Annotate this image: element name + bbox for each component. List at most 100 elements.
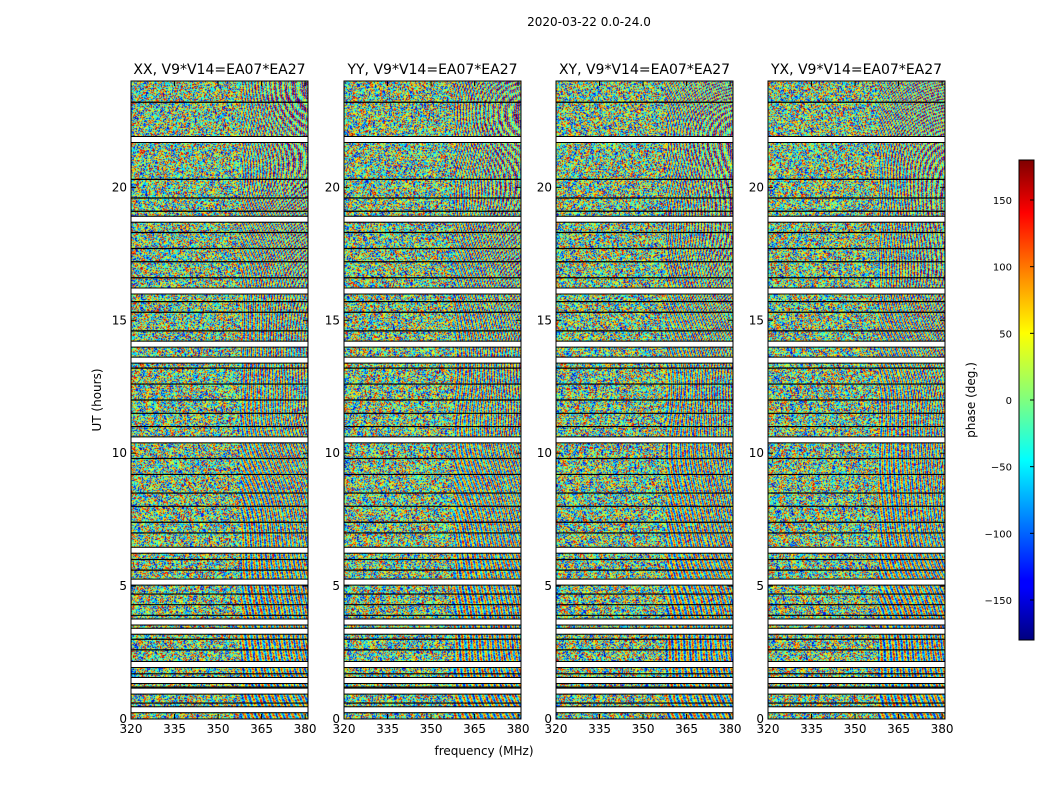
panels: XX, V9*V14=EA07*EA27 320 335 350 365 380 0 5 10 1… xyxy=(112,62,954,736)
colorbar-tick-label: 150 xyxy=(993,196,1012,207)
x-tick-label: 335 xyxy=(800,722,823,736)
panel-yy: YY, V9*V14=EA07*EA27 320 335 350 365 380 0 5 10 1… xyxy=(325,62,530,736)
data-gap xyxy=(556,547,733,553)
data-gap xyxy=(768,707,945,713)
panel-title: XX, V9*V14=EA07*EA27 xyxy=(133,62,305,78)
suptitle: 2020-03-22 0.0-24.0 xyxy=(527,15,651,29)
data-gap xyxy=(556,579,733,585)
y-tick-label: 0 xyxy=(756,712,764,726)
panel-title: XY, V9*V14=EA07*EA27 xyxy=(559,62,730,78)
data-gap xyxy=(768,288,945,294)
y-tick-label: 20 xyxy=(325,180,340,194)
y-tick-label: 5 xyxy=(119,579,127,593)
data-gap xyxy=(131,547,308,553)
data-gap xyxy=(131,288,308,294)
x-tick-label: 365 xyxy=(887,722,910,736)
data-gap xyxy=(556,216,733,222)
x-tick-label: 380 xyxy=(719,722,742,736)
data-gap xyxy=(131,662,308,668)
data-gap xyxy=(131,357,308,363)
y-axis-label: UT (hours) xyxy=(90,368,104,431)
colorbar-tick-label: −100 xyxy=(985,529,1012,540)
data-gap xyxy=(556,437,733,443)
panel-frame xyxy=(130,80,309,720)
y-tick-label: 5 xyxy=(756,579,764,593)
data-gap xyxy=(344,677,521,683)
colorbar-tick-label: −50 xyxy=(991,463,1012,474)
data-gap xyxy=(768,136,945,142)
data-gap xyxy=(344,579,521,585)
panel-title: YY, V9*V14=EA07*EA27 xyxy=(346,62,517,78)
x-tick-label: 380 xyxy=(507,722,530,736)
colorbar-tick-label: −150 xyxy=(985,596,1012,607)
data-gap xyxy=(556,707,733,713)
data-gap xyxy=(344,341,521,347)
y-tick-label: 20 xyxy=(112,180,127,194)
y-tick-label: 5 xyxy=(332,579,340,593)
data-gap xyxy=(556,288,733,294)
colorbar-label: phase (deg.) xyxy=(964,362,978,438)
panel-frame xyxy=(555,80,734,720)
data-gap xyxy=(344,136,521,142)
y-tick-label: 10 xyxy=(325,446,340,460)
y-tick-label: 15 xyxy=(537,313,552,327)
panel-title: YX, V9*V14=EA07*EA27 xyxy=(770,62,942,78)
y-tick-label: 10 xyxy=(112,446,127,460)
y-tick-label: 15 xyxy=(749,313,764,327)
data-gap xyxy=(344,628,521,634)
colorbar-tick-label: 0 xyxy=(1006,396,1012,407)
data-gap xyxy=(344,662,521,668)
x-axis-label: frequency (MHz) xyxy=(434,744,533,758)
x-tick-label: 320 xyxy=(757,722,780,736)
colorbar: −150 −100 −50 0 50 100 150 phase (deg.) xyxy=(964,159,1035,641)
data-gap xyxy=(131,437,308,443)
data-gap xyxy=(556,619,733,625)
y-tick-label: 10 xyxy=(537,446,552,460)
data-gap xyxy=(768,547,945,553)
y-tick-label: 0 xyxy=(544,712,552,726)
data-gap xyxy=(344,437,521,443)
data-gap xyxy=(344,357,521,363)
data-gap xyxy=(131,677,308,683)
data-gap xyxy=(131,216,308,222)
y-tick-label: 10 xyxy=(749,446,764,460)
data-gap xyxy=(344,619,521,625)
x-tick-label: 335 xyxy=(376,722,399,736)
data-gap xyxy=(131,628,308,634)
y-tick-label: 0 xyxy=(119,712,127,726)
data-gap xyxy=(131,688,308,694)
y-tick-label: 0 xyxy=(332,712,340,726)
data-gap xyxy=(768,688,945,694)
x-tick-label: 320 xyxy=(333,722,356,736)
y-tick-label: 15 xyxy=(325,313,340,327)
data-gap xyxy=(768,341,945,347)
data-gap xyxy=(768,579,945,585)
y-tick-label: 20 xyxy=(749,180,764,194)
colorbar-tick-label: 50 xyxy=(999,329,1012,340)
data-gap xyxy=(344,688,521,694)
data-gap xyxy=(131,341,308,347)
data-gap xyxy=(556,357,733,363)
data-gap xyxy=(344,288,521,294)
data-gap xyxy=(768,662,945,668)
data-gap xyxy=(768,437,945,443)
x-tick-label: 365 xyxy=(250,722,273,736)
data-gap xyxy=(344,547,521,553)
data-gap xyxy=(768,357,945,363)
data-gap xyxy=(131,707,308,713)
x-tick-label: 350 xyxy=(420,722,443,736)
x-tick-label: 320 xyxy=(545,722,568,736)
panel-frame xyxy=(343,80,522,720)
panel-xx: XX, V9*V14=EA07*EA27 320 335 350 365 380 0 5 10 1… xyxy=(112,62,317,736)
x-tick-label: 350 xyxy=(207,722,230,736)
data-gap xyxy=(556,662,733,668)
panel-frame xyxy=(767,80,946,720)
data-gap xyxy=(344,707,521,713)
data-gap xyxy=(556,341,733,347)
data-gap xyxy=(768,677,945,683)
data-gap xyxy=(768,628,945,634)
data-gap xyxy=(344,216,521,222)
panel-xy: XY, V9*V14=EA07*EA27 320 335 350 365 380 0 5 10 1… xyxy=(537,62,742,736)
x-tick-label: 350 xyxy=(844,722,867,736)
panel-yx: YX, V9*V14=EA07*EA27 320 335 350 365 380 0 5 10 1… xyxy=(749,62,954,736)
